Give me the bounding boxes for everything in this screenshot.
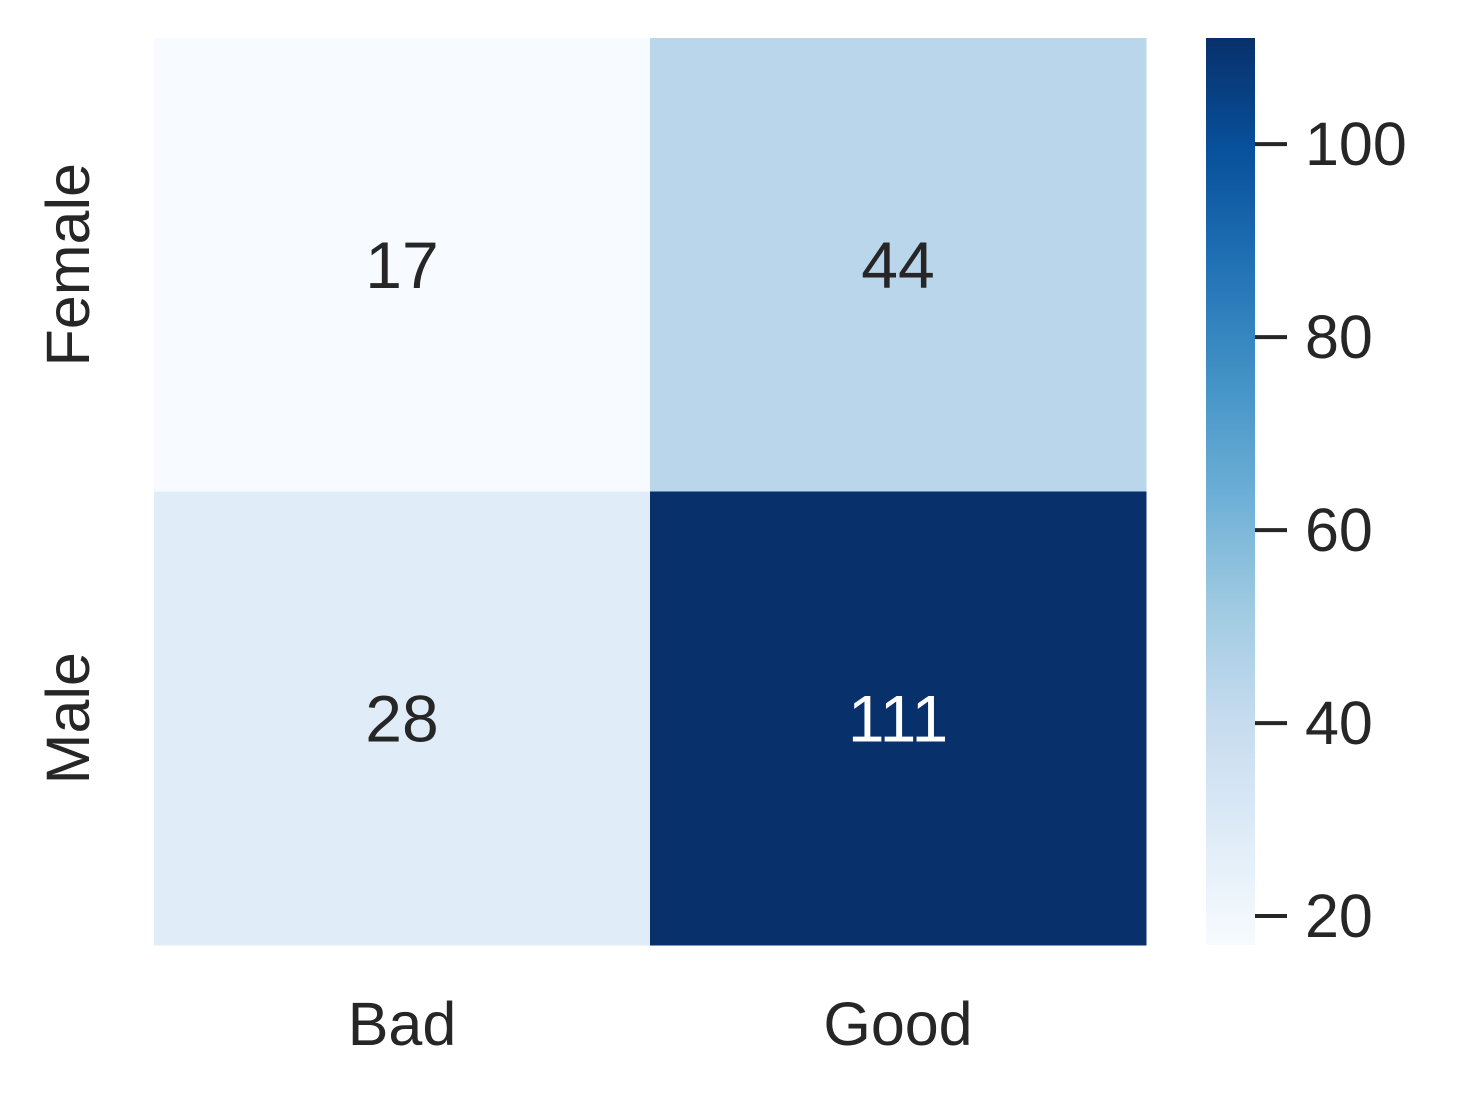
heatmap-cell-female-bad	[154, 38, 651, 492]
colorbar-tick-label: 60	[1305, 496, 1373, 564]
x-tick-labels: Bad Good	[348, 990, 973, 1058]
heatmap-cells	[154, 38, 1147, 946]
colorbar-tick-label: 80	[1305, 303, 1373, 371]
heatmap-cell-female-good	[650, 38, 1147, 492]
heatmap-cell-male-good	[650, 491, 1147, 946]
cell-value-label: 44	[861, 228, 934, 302]
y-tick-label: Male	[34, 652, 102, 784]
cell-value-label: 111	[848, 681, 948, 755]
colorbar	[1206, 38, 1255, 945]
colorbar-tick-label: 20	[1305, 882, 1373, 950]
cell-value-label: 17	[365, 228, 438, 302]
x-tick-label: Good	[823, 990, 972, 1058]
cell-annotations: 17 44 28 111	[365, 228, 948, 756]
colorbar-tick-label: 40	[1305, 689, 1373, 757]
colorbar-ticks: 20 40 60 80 100	[1255, 110, 1407, 950]
colorbar-tick-label: 100	[1305, 110, 1407, 178]
y-tick-label: Female	[34, 163, 102, 366]
y-tick-labels: Female Male	[34, 163, 102, 784]
cell-value-label: 28	[365, 681, 438, 755]
x-tick-label: Bad	[348, 990, 457, 1058]
heatmap-cell-male-bad	[154, 491, 651, 946]
